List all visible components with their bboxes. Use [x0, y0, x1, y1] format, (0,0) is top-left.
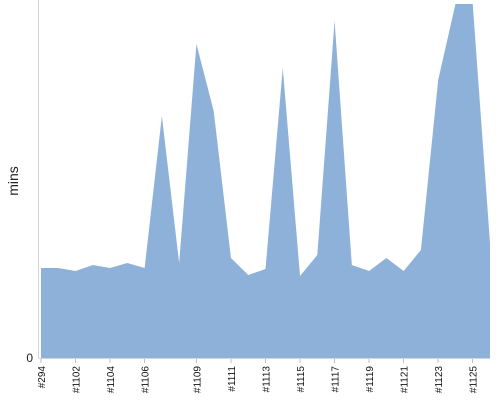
data-point [264, 267, 268, 271]
x-tick-label: #1111 [227, 366, 238, 392]
x-tick-label: #1117 [331, 366, 342, 393]
x-tick-label: #1102 [72, 366, 83, 394]
area-layer [39, 2, 492, 358]
data-point [367, 269, 371, 273]
area-series-0 [41, 4, 490, 358]
data-point [177, 261, 181, 265]
data-point [143, 266, 147, 270]
data-point [194, 42, 198, 46]
data-point [108, 266, 112, 270]
data-point [91, 263, 95, 267]
x-tick-label: #1113 [262, 366, 273, 393]
x-axis-ticks: #294 #1102 #1104 #1106 #1109 #1111 #1113 #1115 #… [37, 359, 480, 393]
data-point [402, 269, 406, 273]
data-point [160, 114, 164, 118]
x-tick-label: #1104 [106, 366, 117, 394]
x-tick-label: #1119 [365, 366, 376, 393]
data-point [488, 241, 492, 245]
data-point [125, 261, 129, 265]
data-point [212, 109, 216, 113]
data-point [281, 66, 285, 70]
x-tick-label: #294 [37, 366, 48, 389]
data-point [333, 19, 337, 23]
data-point [246, 273, 250, 277]
data-point [315, 253, 319, 257]
x-tick-label: #1123 [434, 366, 445, 394]
data-point [436, 78, 440, 82]
data-point [350, 263, 354, 267]
data-point [298, 274, 302, 278]
data-point [471, 2, 475, 6]
data-point [453, 2, 457, 6]
data-point [229, 256, 233, 260]
y-axis-ticks: 0 [26, 351, 33, 365]
y-axis-title: mins [5, 166, 21, 196]
data-point [56, 266, 60, 270]
x-tick-label: #1109 [192, 366, 203, 394]
data-point [384, 256, 388, 260]
data-point [74, 269, 78, 273]
y-tick-label: 0 [26, 351, 33, 365]
data-point [39, 266, 43, 270]
x-tick-label: #1121 [400, 366, 411, 394]
x-tick-label: #1106 [141, 366, 152, 394]
x-tick-label: #1115 [296, 366, 307, 393]
data-point [419, 248, 423, 252]
x-tick-label: #1125 [469, 366, 480, 394]
